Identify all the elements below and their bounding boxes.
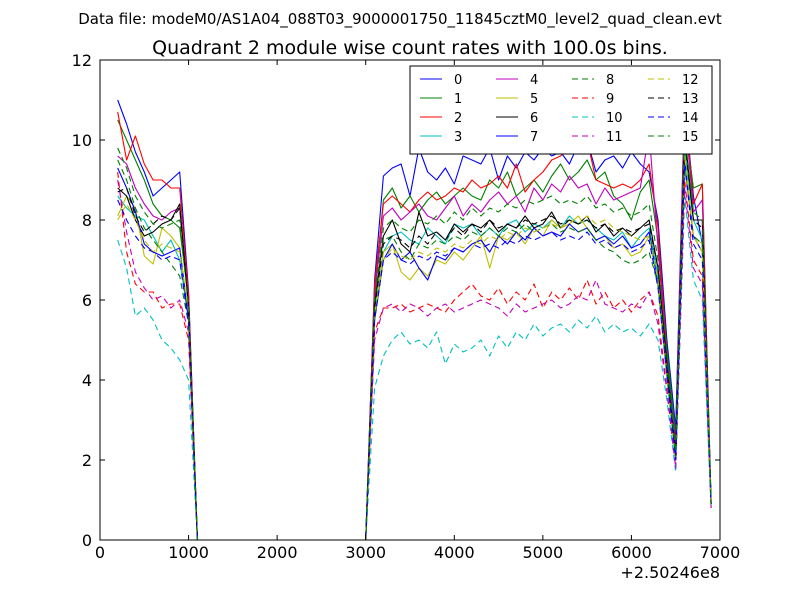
legend-label-4: 4 bbox=[530, 73, 538, 88]
series-line-10 bbox=[117, 195, 712, 541]
y-tick-label: 8 bbox=[82, 211, 92, 230]
series-line-14 bbox=[117, 163, 712, 541]
x-tick-label: 6000 bbox=[611, 543, 652, 562]
series-line-9 bbox=[117, 171, 712, 541]
legend-label-0: 0 bbox=[454, 73, 462, 88]
y-tick-label: 12 bbox=[72, 51, 92, 70]
x-axis: 0 1000 2000 3000 4000 5000 6000 7000 bbox=[95, 60, 740, 562]
legend-label-15: 15 bbox=[682, 130, 699, 145]
series-line-8 bbox=[117, 159, 712, 541]
x-tick-label: 4000 bbox=[434, 543, 475, 562]
y-tick-label: 6 bbox=[82, 291, 92, 310]
y-tick-label: 10 bbox=[72, 131, 92, 150]
series-line-1 bbox=[117, 119, 712, 541]
x-tick-label: 7000 bbox=[700, 543, 741, 562]
x-tick-label: 0 bbox=[95, 543, 105, 562]
legend-label-5: 5 bbox=[530, 92, 538, 107]
legend-box bbox=[409, 65, 713, 155]
legend-label-7: 7 bbox=[530, 130, 538, 145]
y-tick-label: 2 bbox=[82, 451, 92, 470]
legend-label-12: 12 bbox=[682, 73, 699, 88]
x-tick-label: 3000 bbox=[345, 543, 386, 562]
series-line-2 bbox=[117, 99, 712, 541]
x-axis-offset-label: +2.50246e8 bbox=[620, 563, 720, 582]
legend-label-1: 1 bbox=[454, 92, 462, 107]
legend-label-9: 9 bbox=[606, 92, 614, 107]
legend-label-14: 14 bbox=[682, 111, 699, 126]
series-line-15 bbox=[117, 131, 712, 541]
legend-label-10: 10 bbox=[606, 111, 623, 126]
legend-label-8: 8 bbox=[606, 73, 614, 88]
series-line-0 bbox=[117, 99, 712, 541]
legend-label-6: 6 bbox=[530, 111, 538, 126]
series-line-6 bbox=[117, 131, 712, 541]
legend-label-3: 3 bbox=[454, 130, 462, 145]
chart-title: Quadrant 2 module wise count rates with … bbox=[152, 37, 668, 59]
series-line-13 bbox=[117, 139, 712, 541]
y-tick-label: 4 bbox=[82, 371, 92, 390]
series-line-5 bbox=[117, 155, 712, 541]
legend-label-2: 2 bbox=[454, 111, 462, 126]
legend-label-11: 11 bbox=[606, 130, 623, 145]
x-tick-label: 5000 bbox=[522, 543, 563, 562]
x-tick-label: 1000 bbox=[168, 543, 209, 562]
x-tick-label: 2000 bbox=[257, 543, 298, 562]
data-file-suptitle: Data file: modeM0/AS1A04_088T03_90000017… bbox=[78, 10, 722, 29]
y-tick-label: 0 bbox=[82, 531, 92, 550]
series-lines bbox=[117, 99, 712, 541]
legend-label-13: 13 bbox=[682, 92, 699, 107]
series-line-7 bbox=[117, 159, 712, 541]
series-line-12 bbox=[117, 155, 712, 541]
